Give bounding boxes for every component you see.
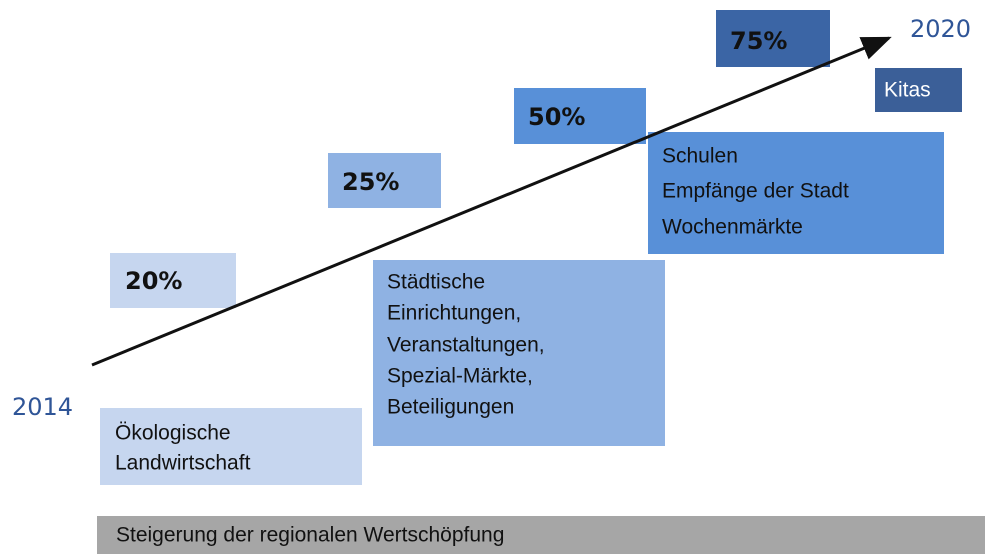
label-line: Ökologische: [115, 422, 231, 445]
label-box: [648, 132, 944, 254]
label-line: Spezial-Märkte,: [387, 365, 533, 388]
footer-bar: [97, 516, 985, 554]
percent: 20%: [125, 267, 182, 295]
label-box: [100, 408, 362, 485]
label-line: Beteiligungen: [387, 396, 514, 419]
label-line: Schulen: [662, 145, 738, 168]
percent: 25%: [342, 168, 399, 196]
label-line: Landwirtschaft: [115, 452, 251, 475]
label-box: [875, 68, 962, 112]
footer-text: Steigerung der regionalen Wertschöpfung: [116, 524, 504, 547]
label-line: Städtische: [387, 271, 485, 294]
label-line: Kitas: [884, 79, 931, 102]
percent-box: [716, 10, 830, 67]
percent-box: [328, 153, 441, 208]
label-line: Empfänge der Stadt: [662, 180, 849, 203]
percent: 50%: [528, 103, 585, 131]
percent-box: [110, 253, 236, 308]
percent-box: [514, 88, 646, 144]
label-line: Wochenmärkte: [662, 216, 803, 239]
label-box: [373, 260, 665, 446]
percent: 75%: [730, 27, 787, 55]
start-year: 2014: [12, 393, 73, 421]
trend-arrow: [91, 36, 892, 367]
end-year: 2020: [910, 15, 971, 43]
label-line: Veranstaltungen,: [387, 334, 545, 357]
label-line: Einrichtungen,: [387, 302, 521, 325]
